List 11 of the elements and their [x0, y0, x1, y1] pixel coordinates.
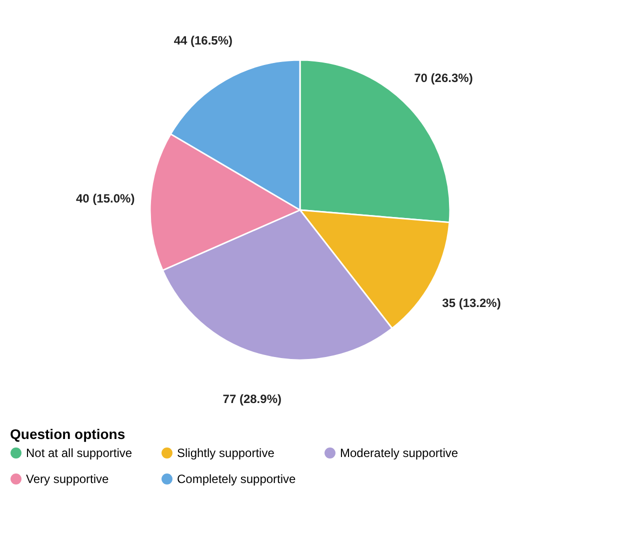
legend-title: Question options [10, 426, 126, 442]
data-label: 40 (15.0%) [76, 191, 135, 206]
legend-label: Completely supportive [177, 472, 296, 486]
legend-label: Slightly supportive [177, 446, 275, 460]
data-label: 35 (13.2%) [442, 296, 501, 310]
legend-label: Moderately supportive [340, 446, 458, 460]
data-label: 70 (26.3%) [414, 70, 473, 85]
data-label: 44 (16.5%) [174, 34, 233, 48]
legend-label: Not at all supportive [26, 446, 132, 460]
data-label: 77 (28.9%) [222, 392, 282, 406]
legend-label: Very supportive [26, 472, 110, 486]
